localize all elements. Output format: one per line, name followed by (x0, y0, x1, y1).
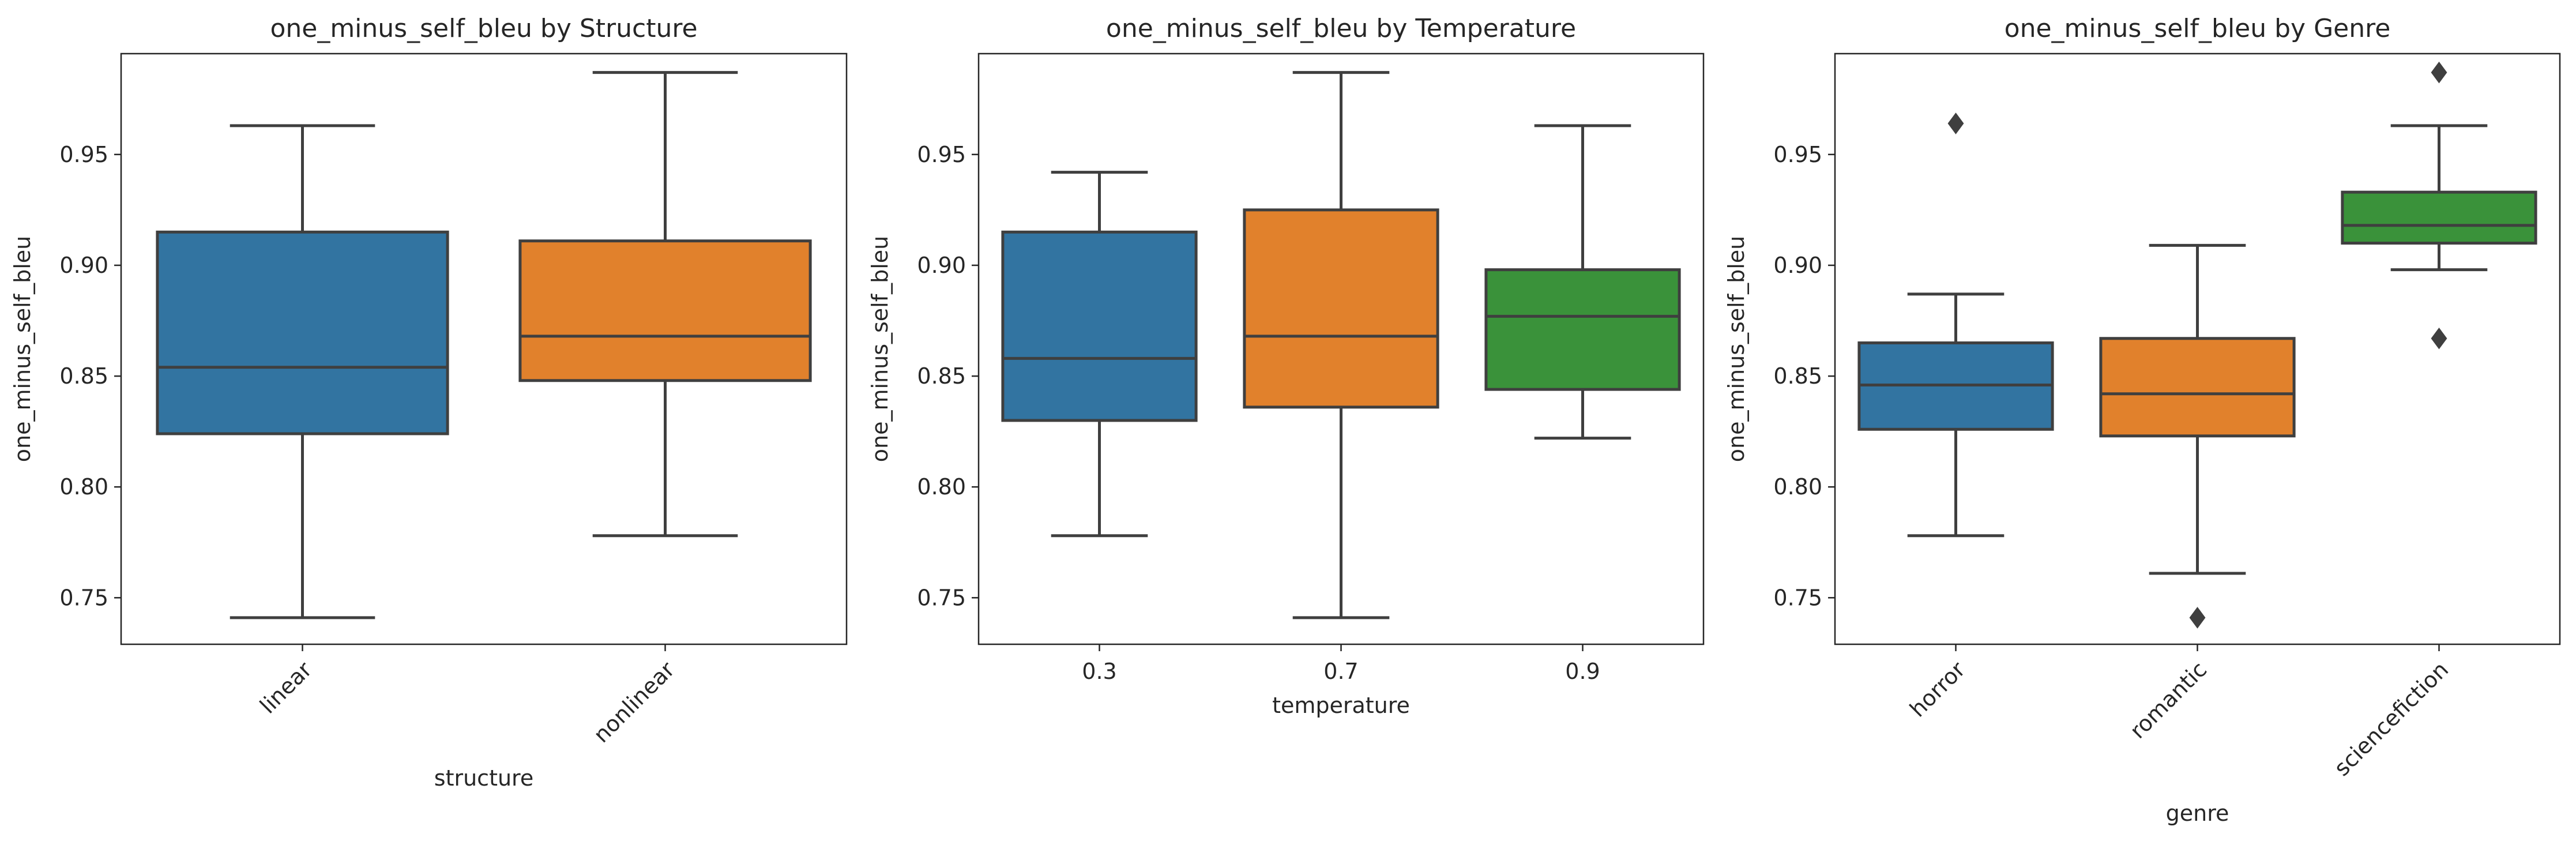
y-tick-label: 0.95 (1773, 142, 1822, 167)
axes-frame (977, 52, 1705, 645)
subplot-2: 0.75 0.80 0.85 0.90 0.95 0.3 0.7 0.9 one_minus_s… (867, 14, 1705, 718)
x-tick-label: 0.9 (1565, 659, 1600, 684)
y-tick-label: 0.75 (59, 585, 108, 610)
subplot-1: 0.75 0.80 0.85 0.90 0.95 linear nonlinear one_m… (10, 14, 848, 791)
iqr-box (518, 239, 812, 382)
axes-frame (1834, 52, 2561, 645)
y-tick-label: 0.95 (59, 142, 108, 167)
y-tick-label: 0.75 (1773, 585, 1822, 610)
box-0.7 (1243, 71, 1439, 619)
y-tick-label: 0.80 (1773, 474, 1822, 500)
box-nonlinear (518, 71, 812, 538)
chart-title: one_minus_self_bleu by Temperature (1106, 14, 1576, 43)
x-tick-label: romantic (2125, 657, 2212, 743)
box-linear (156, 124, 449, 619)
outlier-marker (2189, 607, 2206, 629)
y-tick-label: 0.85 (1773, 363, 1822, 389)
iqr-box (2099, 337, 2296, 438)
iqr-box (1001, 230, 1198, 422)
y-axis-label: one_minus_self_bleu (1724, 236, 1749, 463)
axes-frame (120, 52, 848, 645)
chart-title: one_minus_self_bleu by Genre (2005, 14, 2391, 43)
x-tick-label: 0.7 (1323, 659, 1358, 684)
y-tick-label: 0.90 (1773, 253, 1822, 278)
y-tick-label: 0.85 (917, 363, 966, 389)
y-tick-label: 0.80 (917, 474, 966, 500)
box-sciencefiction (2341, 61, 2537, 350)
x-tick-label: sciencefiction (2329, 657, 2453, 781)
iqr-box (2341, 190, 2537, 245)
y-tick-label: 0.85 (59, 363, 108, 389)
iqr-box (1484, 268, 1681, 391)
outlier-marker (2431, 61, 2447, 84)
iqr-box (156, 230, 449, 435)
outlier-marker (2431, 327, 2447, 350)
x-axis-label: structure (434, 765, 533, 791)
x-axis-label: temperature (1272, 693, 1410, 718)
box-0.3 (1001, 171, 1198, 538)
box-romantic (2099, 243, 2296, 629)
x-tick-label: 0.3 (1082, 659, 1116, 684)
y-axis-label: one_minus_self_bleu (867, 236, 893, 463)
y-tick-label: 0.90 (59, 253, 108, 278)
y-tick-label: 0.95 (917, 142, 966, 167)
y-tick-label: 0.80 (59, 474, 108, 500)
y-axis-label: one_minus_self_bleu (10, 236, 35, 463)
x-tick-label: horror (1905, 656, 1970, 722)
iqr-box (1243, 208, 1439, 409)
chart-title: one_minus_self_bleu by Structure (270, 14, 697, 43)
box-horror (1857, 112, 2054, 538)
subplot-3: 0.75 0.80 0.85 0.90 0.95 horror romantic scienc… (1724, 14, 2561, 826)
y-tick-label: 0.90 (917, 253, 966, 278)
x-axis-label: genre (2166, 801, 2229, 826)
y-tick-label: 0.75 (917, 585, 966, 610)
x-tick-label: linear (255, 656, 317, 718)
box-0.9 (1484, 124, 1681, 440)
outlier-marker (1947, 112, 1964, 134)
x-tick-label: nonlinear (589, 656, 680, 748)
